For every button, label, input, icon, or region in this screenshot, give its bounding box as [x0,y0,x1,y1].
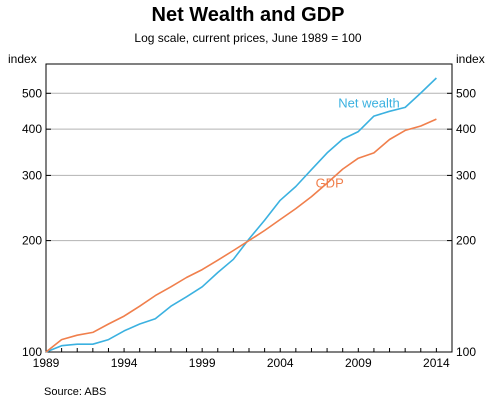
y-axis-unit-left: index [8,52,37,66]
chart-title: Net Wealth and GDP [151,4,345,26]
y-tick-label-left-100: 100 [22,345,42,359]
y-tick-label-right-100: 100 [456,345,476,359]
y-tick-label-right-400: 400 [456,122,476,136]
source-note: Source: ABS [44,386,107,398]
x-tick-label-1994: 1994 [111,356,138,370]
series-label-gdp: GDP [316,176,344,191]
x-tick-label-1999: 1999 [189,356,216,370]
x-tick-label-2014: 2014 [423,356,450,370]
y-tick-label-right-300: 300 [456,168,476,182]
x-tick-label-2004: 2004 [267,356,294,370]
x-tick-label-2009: 2009 [345,356,372,370]
chart-subtitle: Log scale, current prices, June 1989 = 1… [134,31,362,45]
series-line-net-wealth [45,77,437,353]
y-tick-label-left-200: 200 [22,234,42,248]
y-axis-unit-right: index [456,52,485,66]
series-line-gdp [45,118,437,353]
x-tick-label-1989: 1989 [33,356,60,370]
y-tick-label-right-500: 500 [456,86,476,100]
y-tick-label-left-300: 300 [22,168,42,182]
y-tick-label-right-200: 200 [456,234,476,248]
series-label-net-wealth: Net wealth [338,95,399,110]
y-tick-label-left-500: 500 [22,86,42,100]
y-tick-label-left-400: 400 [22,122,42,136]
